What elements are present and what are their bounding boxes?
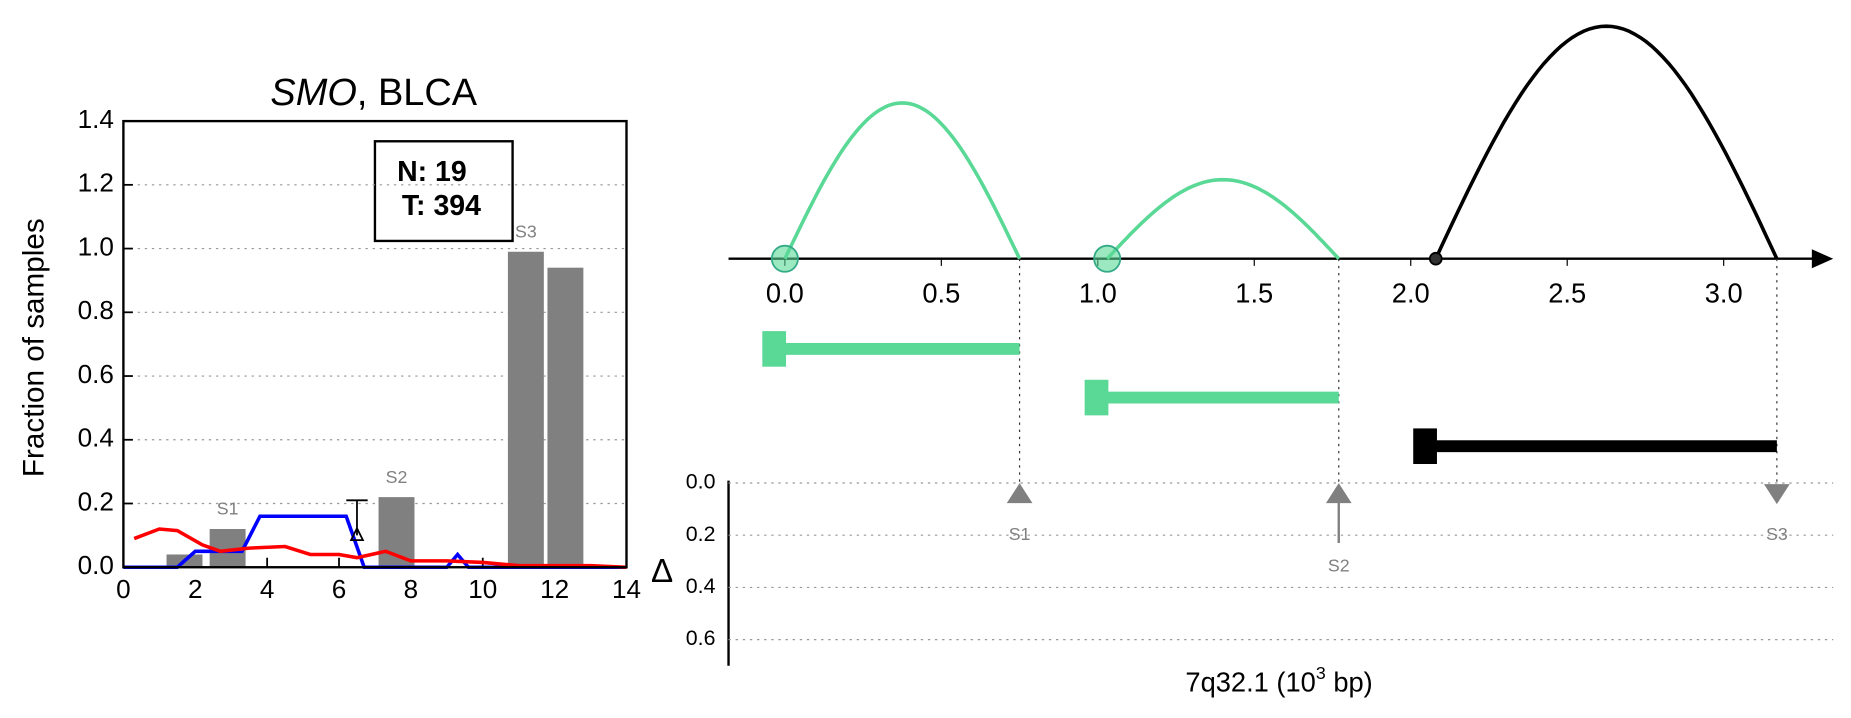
segment [1107,391,1339,404]
count-tumor: T: 394 [402,190,481,222]
delta-label: S2 [1328,555,1350,575]
y-tick-label: 0.6 [78,359,114,389]
chart-title: SMO, BLCA [270,72,477,114]
x-tick-label: 0.5 [922,278,960,309]
plot-frame [122,119,628,569]
count-normal: N: 19 [397,156,467,188]
x-label-b: bp) [1326,667,1373,698]
segment-cap [1413,428,1437,465]
y-tick-label: 1.0 [78,231,114,261]
y-tick-label: 0.0 [686,470,716,494]
bar [547,267,584,568]
y-tick-label: 0.2 [78,486,114,516]
arc [1105,177,1341,260]
x-tick-label: 1.0 [1079,278,1117,309]
x-tick-label: 0.0 [766,278,804,309]
count-box [373,140,514,243]
segment-cap [762,331,787,367]
y-tick-label: 0.0 [78,550,114,580]
line-series [133,527,627,570]
delta-label: S3 [1766,524,1788,544]
delta-label: S1 [1009,524,1031,544]
x-tick-label: 14 [612,574,641,604]
x-label-sup: 3 [1316,663,1326,683]
x-tick-label: 3.0 [1705,278,1743,309]
title-gene: SMO [270,72,356,114]
y-tick-label: 1.4 [78,104,114,134]
line-series [123,514,627,570]
x-tick-label: 4 [260,574,275,604]
title-rest: , BLCA [357,72,478,114]
y-axis-label: Fraction of samples [17,218,50,477]
arc-start [770,244,799,273]
y-tick-label: 0.6 [686,626,716,650]
y-tick-label: 0.2 [686,522,716,546]
arc-start [1093,244,1122,273]
x-tick-label: 2.5 [1548,278,1586,309]
segment [784,342,1020,355]
delta-label: Δ [651,553,673,590]
y-tick-label: 0.8 [78,295,114,325]
x-axis-label: 7q32.1 (103 bp) [1185,663,1372,698]
error-bar [346,499,368,542]
segment [1435,440,1777,453]
y-tick-label: 0.4 [78,423,114,453]
x-tick-label: 8 [404,574,419,604]
x-tick-label: 12 [540,574,569,604]
y-tick-label: 1.2 [78,168,114,198]
x-tick-label: 2.0 [1392,278,1430,309]
x-tick-label: 0 [116,574,131,604]
arc-start [1428,251,1443,266]
bar-label: S3 [515,221,537,241]
segment-cap [1084,379,1109,416]
bar-label: S2 [386,467,408,487]
delta-marker [1325,483,1352,544]
x-tick-label: 2 [188,574,203,604]
arc [1434,24,1779,260]
x-label-a: 7q32.1 (10 [1185,667,1315,698]
x-tick-label: 10 [468,574,497,604]
y-tick-label: 0.4 [686,574,716,598]
x-axis-arrow [1811,249,1834,269]
delta-marker [1006,483,1033,504]
x-tick-label: 6 [332,574,347,604]
arc [783,101,1022,260]
delta-marker [1764,484,1790,505]
bar [507,251,544,568]
bar-label: S1 [217,499,239,519]
x-tick-label: 1.5 [1235,278,1273,309]
